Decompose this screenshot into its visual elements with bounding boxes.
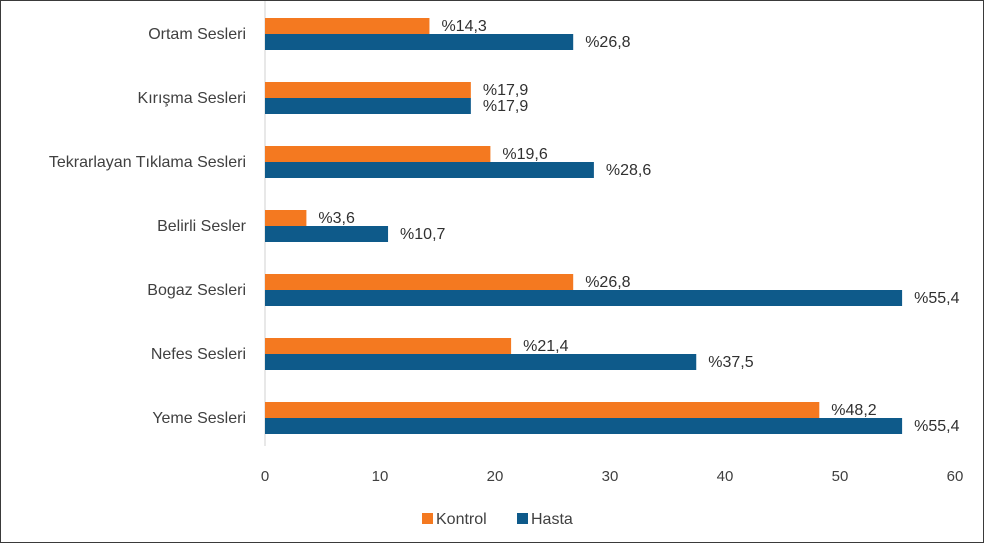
data-label-kontrol: %14,3 [441,18,486,35]
data-label-kontrol: %3,6 [318,210,355,227]
data-label-kontrol: %21,4 [523,338,568,355]
bar-kontrol [265,338,512,354]
x-tick-label: 60 [947,468,964,485]
data-label-hasta: %26,8 [585,34,630,51]
legend-swatch-hasta [517,513,528,524]
bar-hasta [265,34,574,50]
x-tick-label: 10 [372,468,389,485]
bar-kontrol [265,82,471,98]
data-label-kontrol: %17,9 [483,82,528,99]
data-label-hasta: %17,9 [483,98,528,115]
bar-hasta [265,354,697,370]
data-label-hasta: %28,6 [606,162,651,179]
category-label: Belirli Sesler [157,218,247,235]
data-label-hasta: %55,4 [914,290,959,307]
x-tick-label: 50 [832,468,849,485]
data-label-kontrol: %26,8 [585,274,630,291]
data-label-hasta: %55,4 [914,418,959,435]
x-tick-label: 0 [261,468,269,485]
data-label-kontrol: %19,6 [502,146,547,163]
bar-kontrol [265,402,820,418]
legend-swatch-kontrol [422,513,433,524]
x-tick-label: 30 [602,468,619,485]
category-label: Kırışma Sesleri [138,90,246,107]
bar-kontrol [265,210,307,226]
category-label: Tekrarlayan Tıklama Sesleri [49,154,246,171]
category-label: Bogaz Sesleri [147,282,246,299]
bar-kontrol [265,274,574,290]
data-label-hasta: %10,7 [400,226,445,243]
bar-hasta [265,226,389,242]
data-label-kontrol: %48,2 [831,402,876,419]
bar-hasta [265,418,903,434]
legend-label-hasta: Hasta [531,511,573,528]
bar-kontrol [265,18,430,34]
bar-kontrol [265,146,491,162]
bar-hasta [265,162,594,178]
bar-hasta [265,98,471,114]
x-tick-label: 20 [487,468,504,485]
category-label: Nefes Sesleri [151,346,246,363]
bar-hasta [265,290,903,306]
category-label: Ortam Sesleri [148,26,246,43]
legend-label-kontrol: Kontrol [436,511,487,528]
data-label-hasta: %37,5 [708,354,753,371]
x-tick-label: 40 [717,468,734,485]
category-label: Yeme Sesleri [152,410,246,427]
